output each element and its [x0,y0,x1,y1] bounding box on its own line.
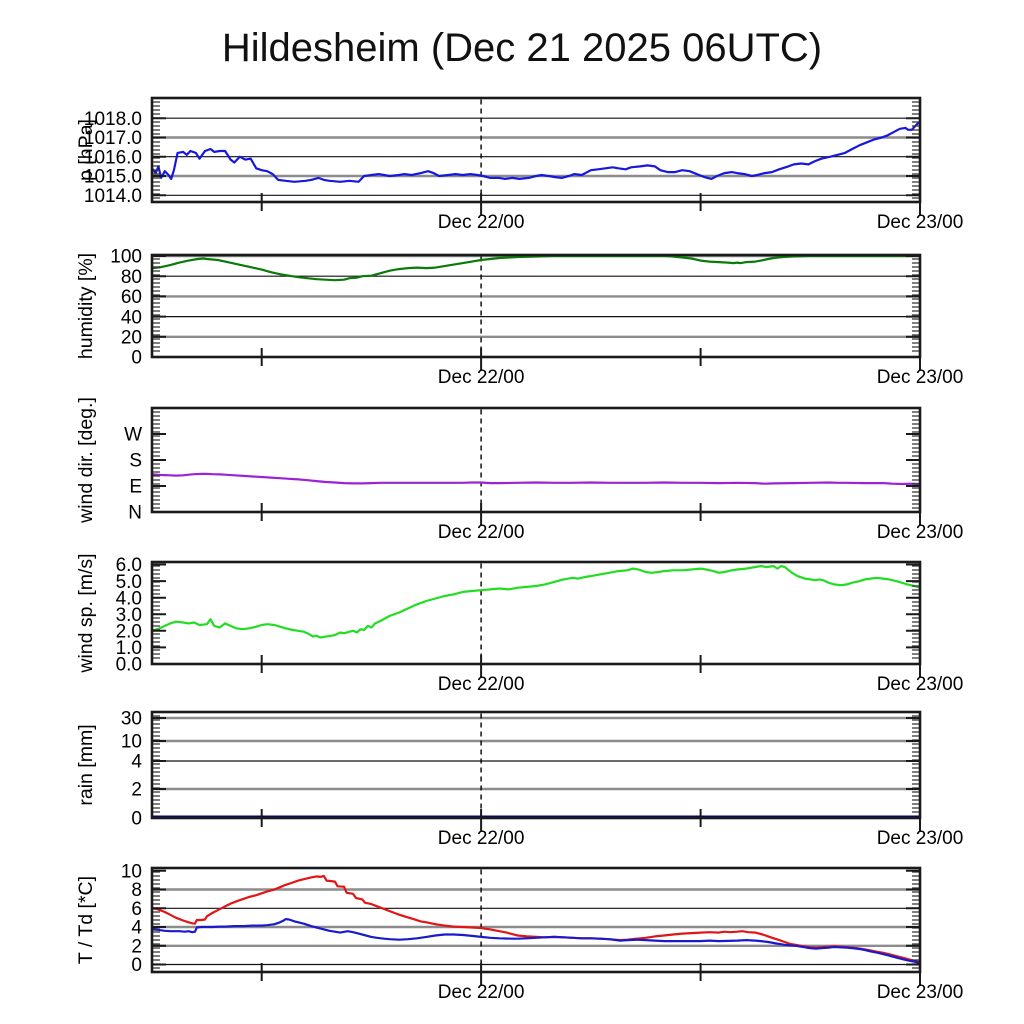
y-tick-label: 1016.0 [84,147,142,168]
panel-border [150,560,922,666]
y-tick-label: 6 [131,899,142,920]
panel-border [150,406,922,514]
minor-tick-ruler [153,715,919,813]
y-tick-label: 4 [131,918,142,939]
y-tick-label: 1018.0 [84,109,142,130]
y-tick-label: 60 [121,287,142,308]
panel-border [150,710,922,820]
panel-wind-speed: 6.05.04.03.02.01.00.0 wind sp. [m/s] Dec 2… [75,553,963,695]
x-tick-label: Dec 23/00 [877,828,964,849]
y-tick-label: 0 [131,955,142,976]
y-axis-title: humidity [%] [75,253,97,359]
y-tick-label: 4 [131,752,142,773]
wind-direction-line [152,472,920,486]
y-tick-label: 40 [121,307,142,328]
y-axis-title: wind dir. [deg.] [75,397,97,524]
y-tick-label: 3.0 [116,605,142,626]
y-tick-label: 2.0 [116,621,142,642]
y-tick-label: 2 [131,936,142,957]
y-tick-label: N [128,503,142,524]
y-tick-label: 30 [121,709,142,730]
pressure-line [152,121,920,183]
page-title: Hildesheim (Dec 21 2025 06UTC) [221,26,823,70]
minor-tick-ruler [153,871,919,969]
panel-border [150,866,922,974]
y-axis-title: wind sp. [m/s] [75,553,97,673]
x-tick-label: Dec 22/00 [438,982,525,1003]
x-tick-label: Dec 23/00 [877,367,964,388]
y-tick-label: 100 [110,247,142,268]
y-tick-label: S [129,451,142,472]
y-tick-label: 0 [131,348,142,369]
y-tick-label: 10 [121,861,142,882]
wind-speed-line [152,565,920,639]
minor-tick-ruler [153,565,919,659]
y-axis-title: rain [mm] [75,724,97,805]
panel-border [150,253,922,359]
x-tick-label: Dec 22/00 [438,522,525,543]
humidity-line [152,254,920,282]
y-tick-label: 4.0 [116,588,142,609]
y-tick-label: 1015.0 [84,167,142,188]
x-tick-label: Dec 23/00 [877,982,964,1003]
panel-border [150,96,922,204]
x-tick-label: Dec 23/00 [877,522,964,543]
y-axis-title: T / Td [*C] [75,876,97,964]
y-tick-label: 1014.0 [84,186,142,207]
dewpoint-line [152,918,920,965]
y-tick-label: 5.0 [116,572,142,593]
x-tick-label: Dec 22/00 [438,828,525,849]
x-tick-label: Dec 23/00 [877,674,964,695]
y-tick-label: 1017.0 [84,128,142,149]
y-tick-label: 1.0 [116,638,142,659]
y-tick-label: 8 [131,880,142,901]
y-tick-label: E [129,477,142,498]
y-tick-label: 2 [131,780,142,801]
x-tick-label: Dec 22/00 [438,212,525,233]
y-axis-title: p [hPa] [75,119,97,181]
x-tick-label: Dec 23/00 [877,212,964,233]
x-tick-label: Dec 22/00 [438,674,525,695]
minor-tick-ruler [153,258,919,352]
y-tick-label: W [124,425,142,446]
x-tick-label: Dec 22/00 [438,367,525,388]
y-tick-label: 20 [121,327,142,348]
y-tick-label: 0.0 [116,655,142,676]
y-tick-label: 80 [121,267,142,288]
minor-tick-ruler [153,411,919,509]
y-tick-label: 10 [121,732,142,753]
minor-tick-ruler [153,101,919,199]
y-tick-label: 6.0 [116,555,142,576]
y-tick-label: 0 [131,809,142,830]
